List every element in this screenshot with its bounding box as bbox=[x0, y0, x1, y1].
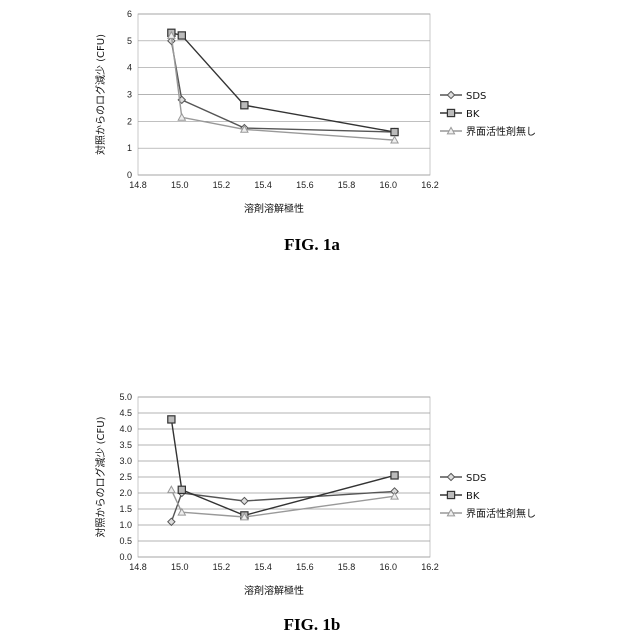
series-line bbox=[171, 491, 394, 521]
y-tick-label: 4.0 bbox=[119, 424, 132, 434]
data-point bbox=[391, 493, 398, 499]
y-tick-label: 2 bbox=[127, 116, 132, 126]
x-tick-label: 15.8 bbox=[338, 562, 356, 572]
data-point bbox=[178, 114, 185, 120]
y-tick-labels: 0 1 2 3 4 5 6 bbox=[127, 9, 132, 180]
y-axis-label: 対照からのログ減少 (CFU) bbox=[94, 416, 107, 537]
x-tick-label: 14.8 bbox=[129, 180, 147, 190]
y-tick-label: 6 bbox=[127, 9, 132, 19]
data-point bbox=[241, 497, 248, 504]
x-tick-labels: 14.8 15.0 15.2 15.4 15.6 15.8 16.0 16.2 bbox=[129, 180, 439, 190]
x-axis-label: 溶剤溶解極性 bbox=[244, 202, 304, 215]
y-tick-label: 5.0 bbox=[119, 392, 132, 402]
y-tick-label: 0.0 bbox=[119, 552, 132, 562]
data-point bbox=[168, 416, 175, 423]
data-point bbox=[391, 472, 398, 479]
series-line bbox=[171, 35, 394, 140]
x-tick-label: 15.4 bbox=[254, 562, 272, 572]
legend: SDS BK 界面活性剤無し bbox=[440, 473, 536, 520]
y-tick-label: 5 bbox=[127, 36, 132, 46]
data-point bbox=[241, 102, 248, 109]
legend-label: SDS bbox=[466, 91, 486, 102]
x-tick-label: 15.8 bbox=[338, 180, 356, 190]
chart-fig-1a: 0 1 2 3 4 5 6 14.8 15.0 15.2 15.4 15.6 15.8 16.0 16.2… bbox=[94, 9, 536, 254]
legend-label: SDS bbox=[466, 473, 486, 484]
legend-label: 界面活性剤無し bbox=[466, 507, 536, 520]
y-tick-label: 1.0 bbox=[119, 520, 132, 530]
x-tick-label: 15.2 bbox=[213, 562, 231, 572]
legend-label: BK bbox=[466, 109, 480, 120]
x-tick-label: 16.0 bbox=[380, 180, 398, 190]
legend-marker bbox=[447, 491, 454, 498]
x-tick-label: 16.2 bbox=[421, 562, 439, 572]
data-point bbox=[168, 518, 175, 525]
x-tick-label: 16.0 bbox=[380, 562, 398, 572]
legend-marker bbox=[447, 109, 454, 116]
data-point bbox=[178, 32, 185, 39]
data-point bbox=[391, 128, 398, 135]
x-axis-label: 溶剤溶解極性 bbox=[244, 584, 304, 597]
x-tick-label: 15.6 bbox=[296, 180, 314, 190]
y-tick-label: 2.0 bbox=[119, 488, 132, 498]
legend-label: 界面活性剤無し bbox=[466, 125, 536, 138]
y-tick-label: 3.0 bbox=[119, 456, 132, 466]
x-tick-label: 15.0 bbox=[171, 180, 189, 190]
y-tick-label: 1 bbox=[127, 143, 132, 153]
series-line bbox=[171, 41, 394, 132]
data-point bbox=[168, 486, 175, 492]
x-tick-label: 16.2 bbox=[421, 180, 439, 190]
y-tick-label: 3 bbox=[127, 90, 132, 100]
x-tick-label: 15.4 bbox=[254, 180, 272, 190]
y-tick-label: 2.5 bbox=[119, 472, 132, 482]
y-axis-label: 対照からのログ減少 (CFU) bbox=[94, 34, 107, 155]
y-tick-label: 4 bbox=[127, 63, 132, 73]
x-tick-label: 15.0 bbox=[171, 562, 189, 572]
figure-caption: FIG. 1b bbox=[284, 615, 341, 634]
legend: SDS BK 界面活性剤無し bbox=[440, 91, 536, 138]
series-line bbox=[171, 33, 394, 132]
x-tick-labels: 14.8 15.0 15.2 15.4 15.6 15.8 16.0 16.2 bbox=[129, 562, 439, 572]
legend-marker bbox=[447, 473, 454, 480]
x-tick-label: 15.2 bbox=[213, 180, 231, 190]
y-tick-labels: 0.0 0.5 1.0 1.5 2.0 2.5 3.0 3.5 4.0 4.5 5.0 bbox=[119, 392, 132, 562]
y-tick-label: 0.5 bbox=[119, 536, 132, 546]
figure-caption: FIG. 1a bbox=[284, 235, 340, 254]
legend-label: BK bbox=[466, 491, 480, 502]
chart-fig-1b: 0.0 0.5 1.0 1.5 2.0 2.5 3.0 3.5 4.0 4.5 5.0 14.8 15… bbox=[94, 392, 536, 634]
y-tick-label: 0 bbox=[127, 170, 132, 180]
y-tick-label: 1.5 bbox=[119, 504, 132, 514]
x-tick-label: 14.8 bbox=[129, 562, 147, 572]
data-series bbox=[168, 29, 398, 143]
y-tick-label: 4.5 bbox=[119, 408, 132, 418]
y-tick-label: 3.5 bbox=[119, 440, 132, 450]
x-tick-label: 15.6 bbox=[296, 562, 314, 572]
legend-marker bbox=[447, 91, 454, 98]
data-point bbox=[178, 486, 185, 493]
